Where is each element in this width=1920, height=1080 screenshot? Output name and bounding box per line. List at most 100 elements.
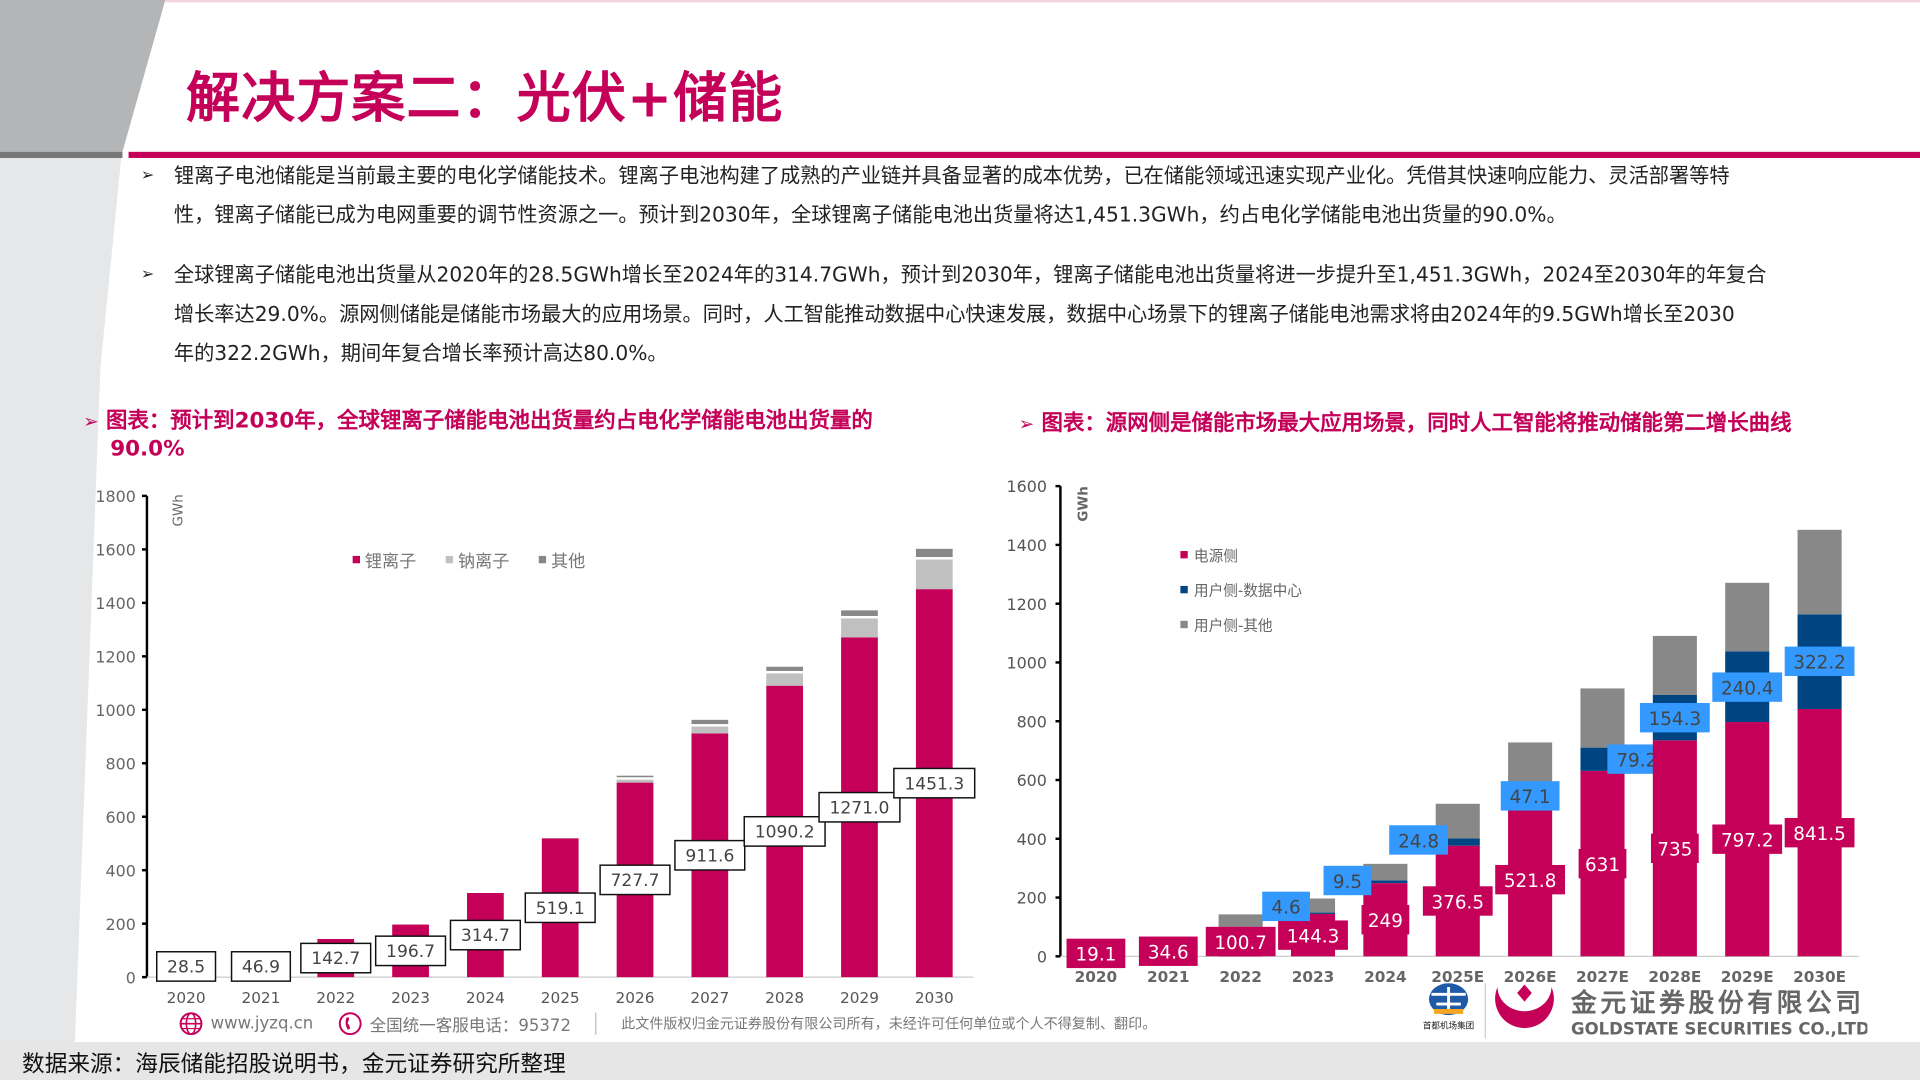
- y-tick-label: 1400: [95, 594, 135, 613]
- data-label-box-power: [1361, 905, 1410, 935]
- y-tick-label: 600: [1017, 771, 1047, 790]
- page-title: 解决方案二：光伏+储能: [186, 67, 784, 130]
- y-tick-label: 200: [1017, 889, 1047, 908]
- bar-segment-other: [766, 666, 804, 671]
- bar-segment-sodium: [915, 559, 953, 590]
- y-axis-label: GWh: [171, 494, 186, 526]
- title-rule: [128, 151, 1920, 158]
- arrow-bullet-icon: ➢: [1018, 412, 1035, 435]
- x-tick-label: 2023: [391, 989, 430, 1007]
- x-tick-label: 2030: [915, 989, 954, 1007]
- data-label-datacenter: 154.3: [1649, 709, 1702, 730]
- data-label: 46.9: [242, 958, 280, 978]
- legend-swatch: [1180, 585, 1188, 594]
- x-tick-label: 2024: [1364, 968, 1407, 986]
- x-tick-label: 2025: [541, 989, 580, 1007]
- x-tick-label: 2020: [1075, 968, 1118, 986]
- x-tick-label: 2028: [765, 989, 804, 1007]
- chart-title-left: ➢ 图表：预计到2030年，全球锂离子储能电池出货量约占电化学储能电池出货量的 9…: [83, 408, 989, 464]
- legend-swatch: [538, 555, 547, 564]
- legend-label: 电源侧: [1194, 548, 1238, 565]
- x-tick-label: 2021: [1147, 968, 1190, 986]
- y-tick-label: 1000: [1006, 654, 1046, 673]
- data-label-box-datacenter: [1639, 703, 1710, 733]
- data-label-box-power: [1712, 824, 1783, 854]
- data-label-box-power: [1422, 886, 1493, 916]
- data-label-box: [524, 892, 596, 924]
- bullet-line: 性，锂离子储能已成为电网重要的调节性资源之一。预计到2030年，全球锂离子储能电…: [173, 203, 1567, 227]
- bar-segment-user-other: [1725, 582, 1770, 652]
- legend-label: 钠离子: [458, 552, 509, 572]
- data-label-power: 144.3: [1287, 926, 1340, 947]
- y-tick-label: 1200: [95, 647, 135, 666]
- website-link[interactable]: www.jyzq.cn: [210, 1013, 314, 1034]
- bar-segment-sodium: [766, 673, 804, 686]
- legend-label: 用户侧-其他: [1194, 618, 1273, 635]
- data-label: 142.7: [311, 949, 360, 969]
- data-label-box-datacenter: [1500, 781, 1560, 811]
- x-tick-label: 2021: [241, 989, 280, 1007]
- y-tick-label: 800: [1017, 712, 1047, 731]
- bullet-line: 年的322.2GWh，期间年复合增长率预计高达80.0%。: [173, 341, 668, 365]
- data-label-box-power: [1205, 926, 1276, 957]
- data-label-power: 19.1: [1075, 945, 1116, 966]
- x-tick-label: 2020: [167, 989, 206, 1007]
- data-label-datacenter: 322.2: [1793, 653, 1846, 674]
- data-label-power: 249: [1368, 911, 1403, 932]
- bar-segment-sodium: [616, 779, 654, 783]
- airport-logo-text: 首都机场集团: [1423, 1020, 1474, 1032]
- x-tick-label: 2024: [466, 989, 505, 1007]
- data-label-power: 100.7: [1214, 933, 1267, 954]
- data-label-box: [300, 942, 372, 974]
- legend-label: 锂离子: [365, 552, 416, 572]
- x-tick-label: 2023: [1292, 968, 1335, 986]
- bar-segment-other: [915, 548, 953, 558]
- bar-segment-user-other: [1363, 863, 1408, 881]
- data-label-box-power: [1784, 817, 1855, 848]
- chart-title-text: 图表：源网侧是储能市场最大应用场景，同时人工智能将推动储能第二增长曲线: [1041, 411, 1792, 436]
- x-tick-label: 2028E: [1648, 968, 1701, 986]
- bar-segment-other: [691, 719, 729, 725]
- data-label-datacenter: 24.8: [1398, 831, 1439, 852]
- bullet-paragraph-1: ➢ 锂离子电池储能是当前最主要的电化学储能技术。锂离子电池构建了成熟的产业链并具…: [141, 157, 1880, 235]
- legend-label: 其他: [551, 552, 585, 572]
- data-label: 519.1: [536, 899, 585, 919]
- bar-segment-other: [616, 775, 654, 778]
- bar-segment-user-other: [1797, 529, 1842, 615]
- y-tick-label: 1200: [1006, 595, 1046, 614]
- data-label-box-datacenter: [1784, 646, 1855, 676]
- data-source-note: 数据来源：海辰储能招股说明书，金元证券研究所整理: [22, 1051, 566, 1078]
- data-label-datacenter: 79.2: [1616, 750, 1657, 771]
- arrow-bullet-icon: ➢: [140, 265, 155, 285]
- data-label-box: [674, 839, 746, 871]
- data-label-power: 797.2: [1721, 831, 1774, 852]
- data-label-datacenter: 9.5: [1333, 872, 1362, 893]
- y-tick-label: 1000: [95, 701, 135, 720]
- data-label-box-datacenter: [1389, 825, 1448, 855]
- data-label: 314.7: [461, 926, 510, 946]
- chart-title-right: ➢ 图表：源网侧是储能市场最大应用场景，同时人工智能将推动储能第二增长曲线: [1019, 410, 1792, 438]
- airport-logo-icon: 首都机场集团: [1423, 983, 1474, 1032]
- data-label-box: [449, 919, 522, 951]
- top-divider: [165, 0, 1920, 3]
- company-logo: 首都机场集团 金元证券股份有限公司 GOLDSTATE SECURITIES C…: [1423, 983, 1867, 1039]
- x-tick-label: 2027E: [1576, 968, 1629, 986]
- data-label-box-datacenter: [1712, 672, 1783, 702]
- goldstate-emblem-icon: [1495, 984, 1554, 1029]
- bar-segment-other: [841, 610, 878, 616]
- phone-icon: [338, 1012, 362, 1036]
- bar-segment-datacenter: [1290, 912, 1336, 914]
- y-tick-label: 600: [106, 808, 136, 827]
- separator: [595, 1012, 597, 1035]
- data-label-box-datacenter: [1323, 865, 1372, 896]
- data-label-box: [743, 815, 826, 847]
- data-label-box-power: [1138, 936, 1198, 966]
- legend-swatch: [1180, 551, 1188, 559]
- data-label: 727.7: [611, 871, 660, 891]
- x-tick-label: 2030E: [1793, 968, 1846, 986]
- chart-title-text: 90.0%: [110, 437, 185, 462]
- y-axis-label: GWh: [1076, 486, 1091, 521]
- arrow-bullet-icon: ➢: [83, 410, 99, 433]
